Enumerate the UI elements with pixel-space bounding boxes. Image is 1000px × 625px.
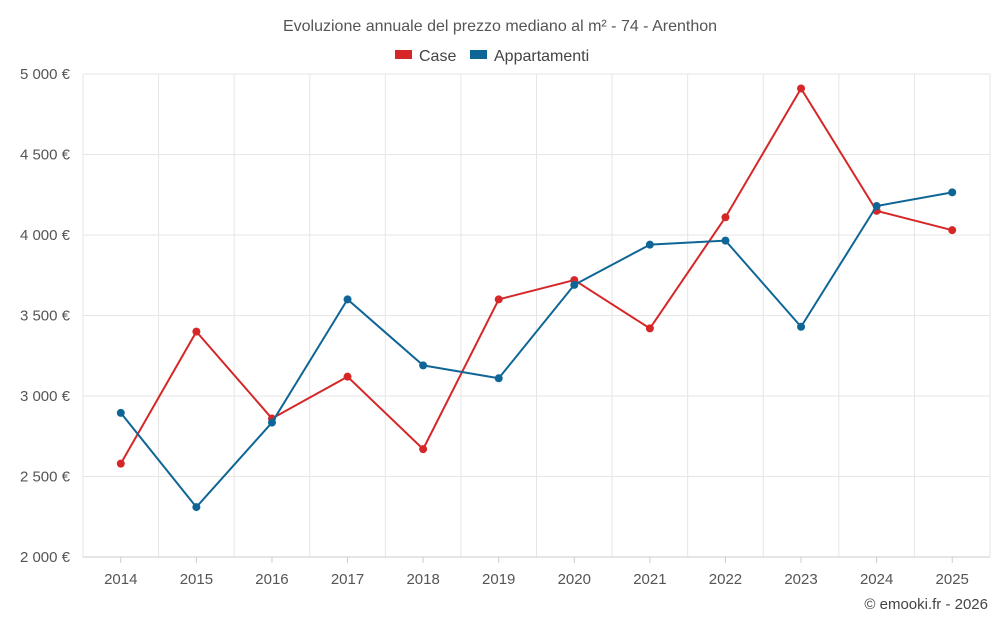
data-point-case[interactable] <box>343 372 352 381</box>
data-point-appartamenti[interactable] <box>645 240 654 249</box>
data-point-case[interactable] <box>797 84 806 93</box>
data-point-appartamenti[interactable] <box>116 408 125 417</box>
x-tick-label: 2017 <box>331 571 364 588</box>
series <box>116 84 957 512</box>
data-point-appartamenti[interactable] <box>948 188 957 197</box>
x-tick-label: 2015 <box>180 571 213 588</box>
x-tick-label: 2024 <box>860 571 893 588</box>
x-tick-label: 2018 <box>406 571 439 588</box>
x-tick-label: 2021 <box>633 571 666 588</box>
y-tick-label: 4 500 € <box>20 147 71 164</box>
y-tick-label: 3 000 € <box>20 388 71 405</box>
data-point-appartamenti[interactable] <box>419 361 428 370</box>
chart-title: Evoluzione annuale del prezzo mediano al… <box>283 18 717 35</box>
y-tick-label: 3 500 € <box>20 308 71 325</box>
data-point-case[interactable] <box>419 445 428 454</box>
x-tick-label: 2019 <box>482 571 515 588</box>
x-tick-label: 2023 <box>784 571 817 588</box>
legend-item-appartamenti[interactable]: Appartamenti <box>470 48 589 65</box>
series-line-case <box>119 87 953 465</box>
data-point-case[interactable] <box>494 295 503 304</box>
data-point-case[interactable] <box>721 213 730 222</box>
data-point-appartamenti[interactable] <box>494 374 503 383</box>
y-tick-label: 2 500 € <box>20 469 71 486</box>
x-tick-label: 2020 <box>558 571 591 588</box>
data-point-appartamenti[interactable] <box>343 295 352 304</box>
y-tick-label: 4 000 € <box>20 227 71 244</box>
data-point-case[interactable] <box>192 327 201 336</box>
series-appartamenti <box>116 188 957 512</box>
x-tick-label: 2022 <box>709 571 742 588</box>
y-tick-label: 5 000 € <box>20 66 71 83</box>
axes: 2 000 € 2 500 € 3 000 € 3 500 € 4 000 € 4 500… <box>20 66 990 588</box>
y-tick-label: 2 000 € <box>20 549 71 566</box>
x-tick-label: 2016 <box>255 571 288 588</box>
data-point-appartamenti[interactable] <box>721 236 730 245</box>
grid <box>82 73 991 557</box>
data-point-case[interactable] <box>116 459 125 468</box>
data-point-appartamenti[interactable] <box>267 418 276 427</box>
data-point-case[interactable] <box>948 226 957 235</box>
footer-credit: © emooki.fr - 2026 <box>864 596 988 613</box>
data-point-appartamenti[interactable] <box>797 322 806 331</box>
data-point-appartamenti[interactable] <box>570 280 579 289</box>
x-tick-label: 2014 <box>104 571 137 588</box>
data-point-appartamenti[interactable] <box>872 202 881 211</box>
data-point-appartamenti[interactable] <box>192 503 201 512</box>
legend-swatch-appartamenti <box>470 50 487 59</box>
series-line-appartamenti <box>120 191 953 509</box>
legend-label-case: Case <box>419 48 456 65</box>
legend[interactable]: Case Appartamenti <box>395 48 589 65</box>
legend-item-case[interactable]: Case <box>395 48 456 65</box>
x-tick-label: 2025 <box>936 571 969 588</box>
legend-label-appartamenti: Appartamenti <box>494 48 589 65</box>
legend-swatch-case <box>395 50 412 59</box>
data-point-case[interactable] <box>645 324 654 333</box>
